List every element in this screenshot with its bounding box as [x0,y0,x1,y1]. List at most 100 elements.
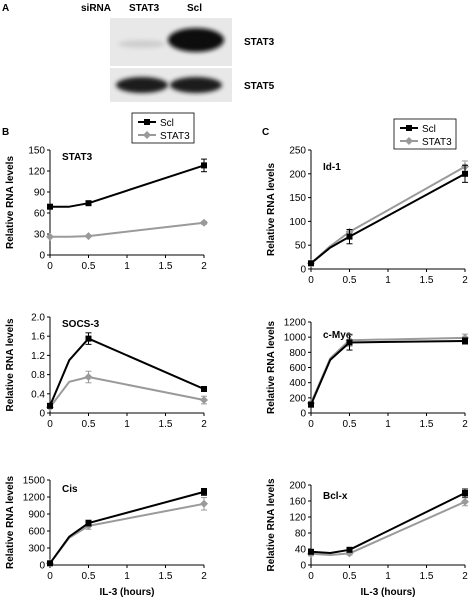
point-stat3 [200,218,208,227]
x-axis-label: IL-3 (hours) [361,587,416,598]
point-scl [462,490,468,496]
legend: Scl STAT3 [393,118,457,150]
series-line-stat3 [49,376,205,409]
legend-label-scl: Scl [422,124,436,135]
series-line-scl [310,172,466,265]
legend-marker-stat3 [143,131,151,139]
y-tick-label: 150 [28,146,45,157]
y-axis-label: Relative RNA levels [5,318,16,411]
blot-header-stat3: STAT3 [129,3,160,14]
y-tick-label: 600 [28,527,45,538]
y-tick-label: 30 [34,230,46,241]
chart-cis: 0 300 600 900 1200 1500 0 0.5 1 1.5 2 Relative RNA … [5,476,208,598]
x-tick-label: 1.5 [159,571,173,582]
series-line-scl [49,490,205,565]
x-tick-label: 0.5 [82,571,96,582]
x-tick-label: 2 [462,275,468,286]
series-line-scl [310,492,466,554]
x-tick-label: 1 [124,419,130,430]
point-scl [85,520,92,527]
point-scl [85,200,92,207]
x-tick-label: 2 [201,419,207,430]
y-tick-label: 80 [295,529,307,540]
chart-title: Bcl-x [323,491,348,502]
x-tick-label: 0.5 [343,571,357,582]
chart-title: SOCS-3 [62,319,100,330]
x-tick-label: 1 [385,275,391,286]
legend-box [131,112,195,144]
x-tick-label: 1.5 [159,419,173,430]
chart-title: c-Myc [323,330,352,341]
legend: Scl STAT3 [131,112,195,144]
y-tick-label: 200 [289,481,306,492]
x-tick-label: 1 [124,571,130,582]
blot-band-stat5-lane-stat3 [116,77,168,93]
y-tick-label: 0 [39,409,45,420]
point-stat3 [200,396,208,405]
y-tick-label: 120 [28,167,45,178]
legend-box [393,118,457,150]
series-line-stat3 [310,500,466,556]
series-line-stat3 [310,336,466,405]
y-tick-label: 200 [289,169,306,180]
point-scl [201,488,207,495]
legend-label-scl: Scl [160,118,174,129]
y-tick-label: 0.8 [31,370,45,381]
x-tick-label: 1.5 [420,419,434,430]
point-stat3 [461,497,469,506]
legend-label-stat3: STAT3 [422,137,452,148]
y-tick-label: 300 [28,544,45,555]
x-tick-label: 0 [308,571,314,582]
x-tick-label: 1 [385,571,391,582]
x-tick-label: 1.5 [420,275,434,286]
y-tick-label: 160 [289,497,306,508]
x-tick-label: 1.5 [159,261,173,272]
y-tick-label: 1500 [23,476,46,487]
x-tick-label: 1.5 [420,571,434,582]
x-tick-label: 0.5 [343,419,357,430]
series-line-scl [49,337,205,407]
y-tick-label: 0 [300,561,306,572]
series-line-scl [310,339,466,406]
x-tick-label: 0 [47,261,53,272]
y-axis-label: Relative RNA levels [266,478,277,571]
point-stat3 [84,373,93,381]
series-line-stat3 [49,221,205,238]
x-axis-label: IL-3 (hours) [100,587,155,598]
x-tick-label: 0.5 [82,419,96,430]
point-scl [462,337,468,344]
y-tick-label: 400 [289,378,306,389]
point-scl [346,546,353,553]
point-scl [462,170,468,177]
chart-bcl-x: 0 40 80 120 160 200 0 0.5 1 1.5 2 Relative RNA leve… [266,478,469,598]
point-scl [47,402,53,409]
chart-id-1: 0 50 100 150 200 250 0 0.5 1 1.5 2 Relative RNA lev… [266,118,469,286]
point-scl [201,162,207,169]
y-tick-label: 200 [289,393,306,404]
blot-band-stat5-lane-scl [170,77,222,93]
y-tick-label: 120 [289,513,306,524]
x-tick-label: 0 [47,419,53,430]
chart-title: Id-1 [323,162,341,173]
blot-band-stat3-lane-stat3 [118,40,166,48]
x-tick-label: 1 [124,261,130,272]
y-tick-label: 40 [295,545,307,556]
point-scl [201,386,207,392]
x-tick-label: 0 [308,275,314,286]
y-tick-label: 150 [289,193,306,204]
point-scl [308,260,314,267]
y-tick-label: 0 [300,265,306,276]
y-axis-label: Relative RNA levels [266,321,277,414]
y-tick-label: 0 [39,561,45,572]
x-tick-label: 2 [201,571,207,582]
x-tick-label: 2 [462,571,468,582]
chart-title: Cis [62,484,78,495]
blot-label-stat3: STAT3 [244,37,275,48]
blot-header-scl: Scl [187,3,202,14]
y-tick-label: 0 [300,409,306,420]
legend-marker-stat3 [405,137,413,145]
point-stat3 [46,232,54,241]
x-tick-label: 0.5 [343,275,357,286]
